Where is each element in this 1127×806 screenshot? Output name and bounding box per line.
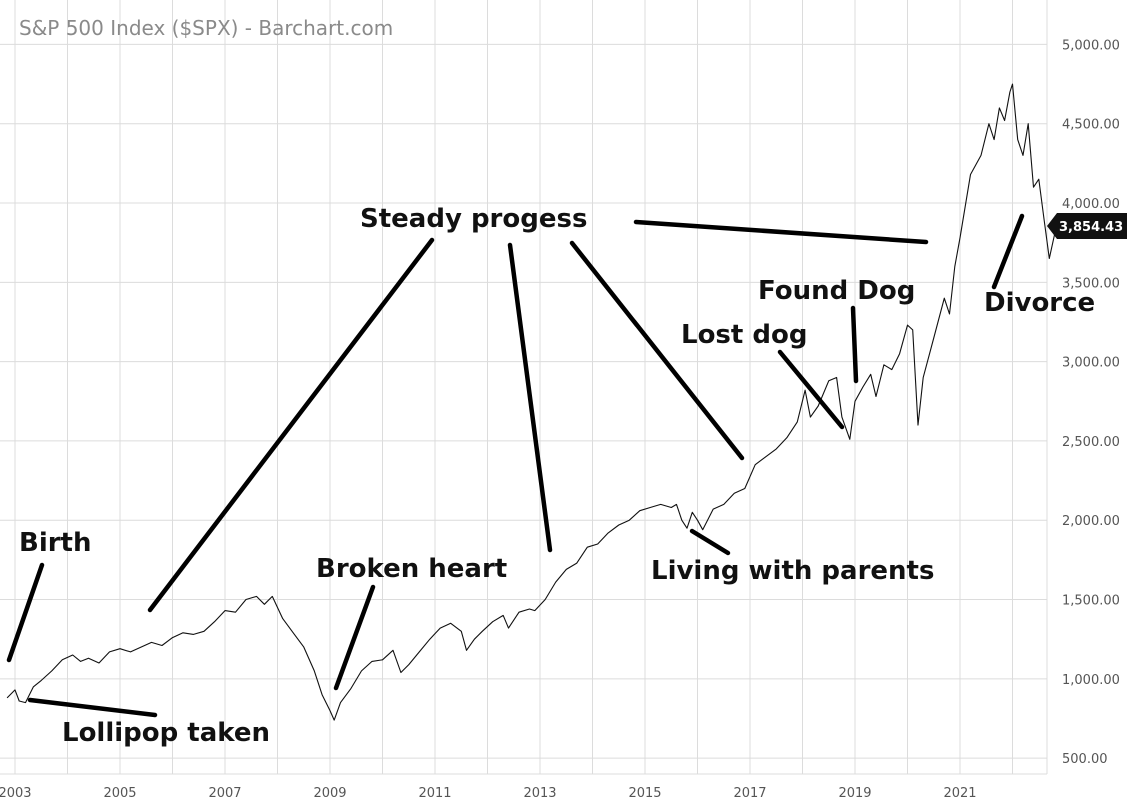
annotation-label: Found Dog (758, 276, 915, 306)
y-tick-label: 5,000.00 (1062, 38, 1120, 53)
last-price-badge-shape (1047, 213, 1127, 239)
y-tick-label: 3,000.00 (1062, 356, 1120, 371)
annotation-pointer (147, 237, 435, 613)
annotation-label: Birth (19, 528, 92, 558)
x-tick-label: 2015 (628, 786, 661, 801)
annotation-label: Steady progess (360, 204, 587, 234)
annotation-label: Divorce (984, 288, 1095, 318)
y-axis-tick-labels: 500.00 1,000.00 1,500.00 2,000.00 2,500.00 3,… (1062, 38, 1120, 767)
price-series-line (6, 83, 1058, 721)
x-tick-label: 2007 (208, 786, 241, 801)
annotation-label: Lollipop taken (62, 718, 270, 748)
annotation-label: Broken heart (316, 554, 507, 584)
annotation-label: Living with parents (651, 556, 934, 586)
y-tick-label: 3,500.00 (1062, 276, 1120, 291)
gridlines (0, 0, 1048, 775)
annotation-label: Lost dog (681, 320, 807, 350)
x-axis-tick-labels: 2003 2005 2007 2009 2011 2013 2015 2017 2019 2021 (0, 786, 977, 801)
annotation-pointer-lines (6, 213, 1025, 718)
annotation-pointer (6, 562, 45, 663)
y-tick-label: 4,000.00 (1062, 197, 1120, 212)
annotation-pointer (569, 240, 745, 461)
x-tick-label: 2005 (103, 786, 136, 801)
annotation-pointer (507, 242, 553, 553)
x-tick-label: 2003 (0, 786, 32, 801)
annotation-labels: Birth Lollipop taken Steady progess Broken … (19, 204, 1095, 748)
annotation-pointer (850, 305, 859, 384)
y-tick-label: 1,500.00 (1062, 594, 1120, 609)
x-tick-label: 2013 (523, 786, 556, 801)
x-tick-label: 2019 (838, 786, 871, 801)
annotation-pointer (777, 349, 845, 430)
last-price-badge: 3,854.43 (1047, 213, 1127, 239)
chart-title: S&P 500 Index ($SPX) - Barchart.com (19, 16, 393, 40)
annotation-pointer (991, 213, 1025, 290)
x-tick-label: 2011 (418, 786, 451, 801)
last-price-label: 3,854.43 (1059, 220, 1123, 235)
y-tick-label: 1,000.00 (1062, 673, 1120, 688)
x-tick-label: 2021 (943, 786, 976, 801)
annotation-pointer (633, 219, 929, 245)
x-tick-label: 2017 (733, 786, 766, 801)
x-tick-label: 2009 (313, 786, 346, 801)
y-tick-label: 2,000.00 (1062, 514, 1120, 529)
annotation-pointer (333, 584, 376, 691)
y-tick-label: 2,500.00 (1062, 435, 1120, 450)
y-tick-label: 4,500.00 (1062, 118, 1120, 133)
y-tick-label: 500.00 (1062, 752, 1108, 767)
annotation-pointer (27, 697, 158, 718)
annotation-pointer (689, 528, 731, 556)
